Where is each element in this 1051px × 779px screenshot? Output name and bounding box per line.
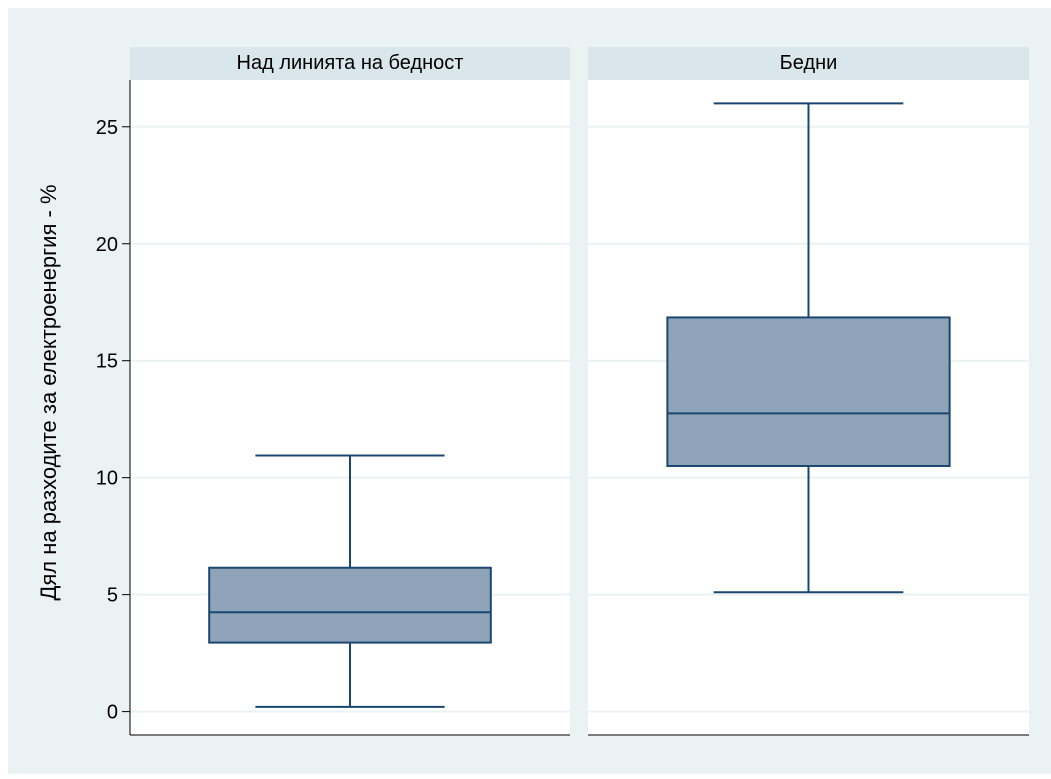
iqr-box bbox=[208, 566, 492, 644]
y-axis-title: Дял на разходите за електроенергия - % bbox=[36, 184, 61, 600]
y-tick-label: 5 bbox=[107, 585, 118, 607]
panel-title: Над линията на бедност bbox=[237, 52, 464, 74]
y-tick-label: 20 bbox=[96, 234, 118, 256]
panel-title: Бедни bbox=[780, 52, 838, 74]
y-tick-label: 10 bbox=[96, 468, 118, 490]
panel-header bbox=[130, 47, 570, 80]
iqr-box bbox=[666, 316, 951, 467]
y-tick-label: 15 bbox=[96, 351, 118, 373]
panel-header bbox=[588, 47, 1029, 80]
y-tick-label: 25 bbox=[96, 117, 118, 139]
y-tick-label: 0 bbox=[107, 702, 118, 724]
